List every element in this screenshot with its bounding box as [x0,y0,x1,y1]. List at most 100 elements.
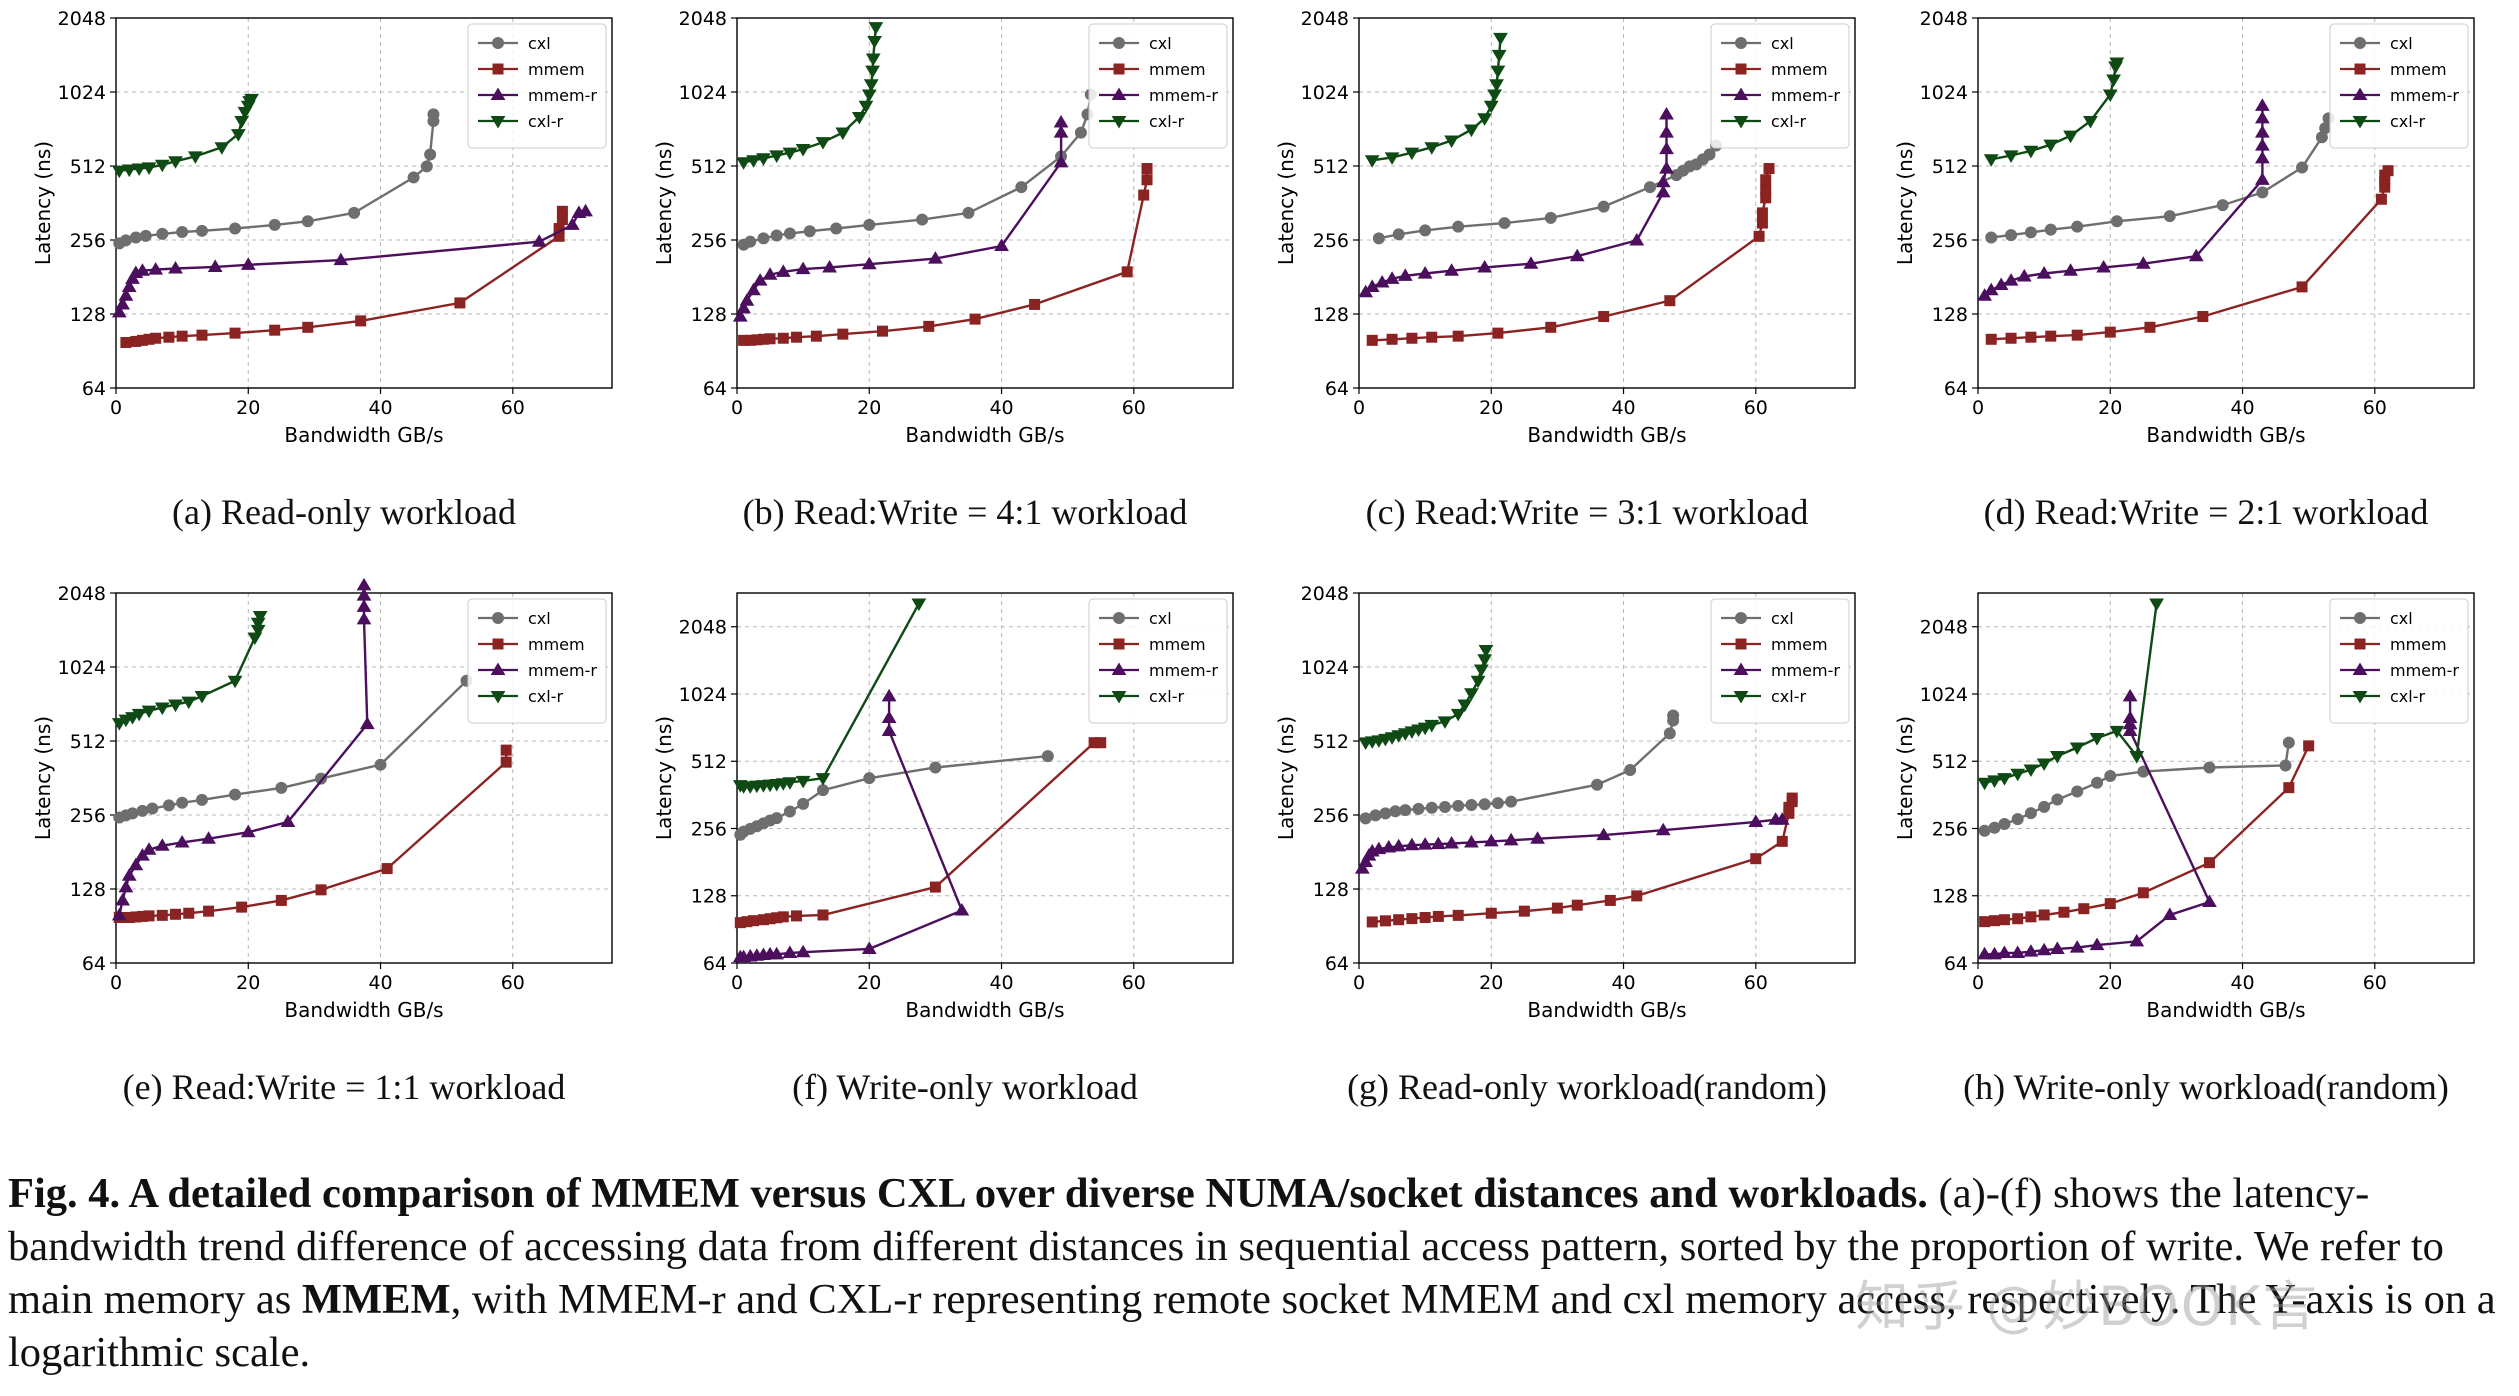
x-axis-label: Bandwidth GB/s [284,423,443,447]
data-point-mmem [1095,737,1107,749]
data-point-mmem-r [762,267,778,280]
data-point-mmem [2025,911,2037,923]
y-tick-label: 1024 [1920,684,1968,706]
x-tick-label: 60 [1744,397,1768,419]
data-point-mmem [2375,193,2387,205]
data-point-mmem-r [2162,907,2178,921]
data-point-cxl-r [121,164,137,178]
data-point-mmem-r [2254,110,2270,124]
data-point-cxl-r [795,775,811,789]
legend-marker-cxl-r [1733,115,1749,129]
data-point-cxl-r [1450,708,1466,722]
data-point-mmem [1419,912,1431,924]
legend-marker-cxl-r [2352,115,2368,129]
data-point-mmem [2038,909,2050,921]
data-point-cxl-r [1493,32,1508,46]
series-cxl-r [1364,32,1508,168]
x-tick-label: 0 [1972,397,1984,419]
data-point-cxl-r [1490,65,1506,79]
legend-label-cxl-r: cxl-r [2390,687,2425,706]
data-point-mmem [2104,898,2116,910]
y-tick-label: 512 [691,156,727,178]
plot-frame [736,17,1234,389]
series-mmem [734,737,1107,929]
y-tick-label: 64 [1325,953,1349,975]
data-point-cxl [1399,804,1412,817]
data-point-cxl-r [2149,598,2164,612]
data-point-mmem-r [2010,945,2026,958]
y-tick-label: 1024 [1301,657,1349,679]
data-point-cxl-r [1404,147,1420,161]
data-point-mmem [1138,189,1150,201]
x-tick-label: 0 [110,972,122,994]
data-point-mmem-r [1997,945,2012,958]
y-tick-label: 128 [70,879,106,901]
data-point-cxl-r [131,708,147,722]
data-point-cxl-r [865,65,880,79]
data-point-mmem-r [154,838,170,851]
data-point-mmem-r [2016,268,2032,282]
x-tick-label: 0 [731,397,743,419]
data-point-mmem [1604,894,1616,906]
y-tick-label: 2048 [58,583,106,605]
x-axis-label: Bandwidth GB/s [905,423,1064,447]
data-point-cxl [757,232,770,245]
y-tick-label: 128 [1932,886,1968,908]
data-point-mmem-r [2089,937,2105,951]
series-line-mmem [119,750,508,919]
legend-label-mmem-r: mmem-r [1771,661,1840,680]
watermark: 知乎 @妙BOOK言 [1855,1275,2319,1338]
legend-marker-mmem [1113,63,1125,75]
subcaption-letter: (h) [1963,1067,2013,1107]
data-point-mmem-r [1503,832,1519,846]
data-point-mmem-r [1391,838,1407,852]
y-tick-label: 2048 [679,8,727,30]
data-point-mmem [381,863,393,875]
x-tick-label: 60 [501,972,525,994]
y-tick-label: 128 [1932,304,1968,326]
data-point-mmem-r [928,251,943,264]
legend-label-mmem: mmem [2390,60,2447,79]
data-point-cxl [1452,220,1465,233]
data-point-mmem-r [1993,277,2009,291]
data-point-cxl-r [756,153,771,166]
data-point-mmem-r [1629,232,1645,246]
y-axis-label: Latency (ns) [1274,141,1298,265]
data-point-mmem [2283,782,2295,794]
data-point-mmem-r [746,282,761,296]
y-tick-label: 1024 [58,82,106,104]
data-point-mmem-r [128,857,144,871]
data-point-cxl [2104,769,2117,782]
data-point-mmem-r [280,814,296,827]
data-point-cxl-r [782,777,798,790]
data-point-cxl [1998,818,2011,831]
x-tick-label: 40 [368,397,392,419]
data-point-cxl [1425,801,1438,814]
y-tick-label: 64 [1944,378,1968,400]
data-point-cxl [2005,229,2018,242]
y-tick-label: 512 [1313,156,1349,178]
y-tick-label: 256 [691,230,727,252]
data-point-cxl-r [1489,79,1504,92]
legend-label-cxl-r: cxl-r [1771,112,1806,131]
data-point-cxl-r [194,691,210,704]
data-point-cxl-r [2109,725,2125,739]
plot-frame [1358,592,1856,964]
legend-label-cxl-r: cxl-r [1149,112,1184,131]
series-cxl-r [736,22,884,170]
series-line-cxl-r [1372,37,1502,162]
data-point-cxl [2110,215,2123,228]
data-point-cxl-r [1470,675,1486,689]
data-point-cxl [2071,220,2084,233]
y-tick-label: 256 [1932,818,1968,840]
data-point-mmem-r [1977,946,1992,960]
data-point-cxl-r [2063,130,2078,144]
data-point-cxl-r [187,151,203,164]
subcaption-a: (a) Read-only workload [172,492,516,532]
data-point-mmem-r [2063,263,2078,276]
data-point-cxl [2024,807,2037,820]
data-point-mmem-r [1444,836,1459,849]
data-point-cxl-r [141,705,157,719]
legend-marker-mmem [1735,63,1747,75]
legend-marker-cxl [492,612,504,624]
